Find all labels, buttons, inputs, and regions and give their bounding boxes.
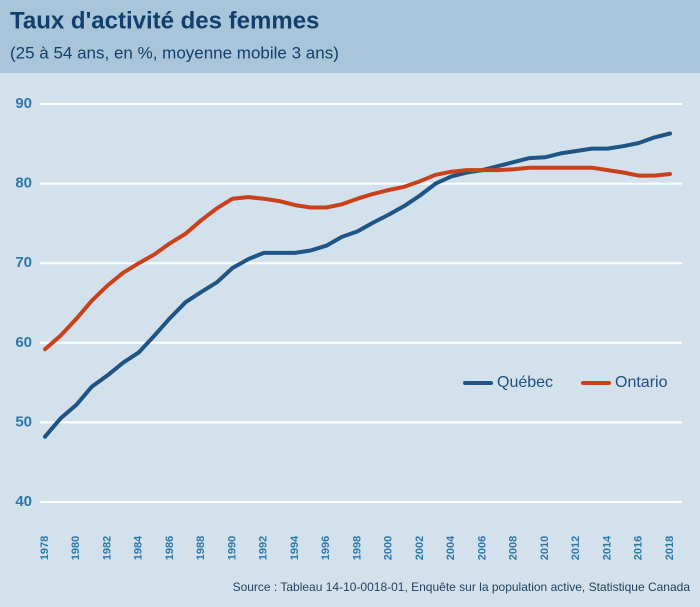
legend-label: Québec: [497, 374, 553, 391]
header-band: [0, 0, 700, 73]
legend-label: Ontario: [615, 374, 668, 391]
x-tick-label: 2016: [633, 536, 645, 560]
x-tick-label: 1996: [320, 536, 332, 560]
x-tick-label: 1998: [351, 536, 363, 560]
x-tick-label: 1982: [101, 536, 113, 560]
source-note: Source : Tableau 14-10-0018-01, Enquête …: [233, 580, 691, 594]
y-tick-label: 80: [15, 175, 32, 192]
x-tick-label: 1992: [258, 536, 270, 560]
y-tick-label: 40: [15, 493, 32, 510]
x-tick-label: 1990: [226, 536, 238, 560]
series-line: [43, 131, 672, 439]
x-tick-label: 2006: [476, 536, 488, 560]
x-tick-label: 2012: [570, 536, 582, 560]
y-tick-label: 60: [15, 334, 32, 351]
x-tick-label: 2002: [414, 536, 426, 560]
x-tick-label: 2000: [383, 536, 395, 560]
x-tick-label: 1978: [39, 536, 51, 560]
x-tick-label: 2004: [445, 535, 457, 560]
chart-subtitle: (25 à 54 ans, en %, moyenne mobile 3 ans…: [10, 43, 339, 62]
x-tick-label: 2008: [508, 536, 520, 560]
x-tick-label: 2018: [664, 536, 676, 560]
x-tick-label: 2010: [539, 536, 551, 560]
x-tick-label: 1984: [133, 535, 145, 560]
x-tick-label: 1988: [195, 536, 207, 560]
y-tick-label: 50: [15, 413, 32, 430]
x-tick-label: 2014: [601, 535, 613, 560]
x-tick-label: 1994: [289, 535, 301, 560]
x-tick-label: 1986: [164, 536, 176, 560]
chart-title: Taux d'activité des femmes: [10, 7, 319, 34]
y-tick-label: 90: [15, 95, 32, 112]
series-line: [43, 165, 672, 352]
x-tick-label: 1980: [70, 536, 82, 560]
y-tick-label: 70: [15, 254, 32, 271]
